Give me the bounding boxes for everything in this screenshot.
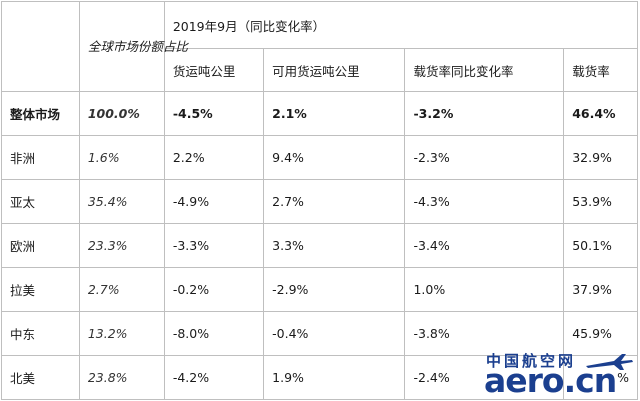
lf-cell: 37.9% — [563, 267, 638, 312]
ftk-cell: -8.0% — [163, 311, 265, 356]
share-cell: 13.2% — [78, 311, 165, 356]
share-cell: 100.0% — [78, 91, 165, 136]
share-cell: 23.8% — [78, 355, 165, 400]
table-row: 欧洲 23.3% -3.3% 3.3% -3.4% 50.1% — [1, 223, 638, 268]
region-cell: 欧洲 — [1, 223, 80, 268]
table-row: 中东 13.2% -8.0% -0.4% -3.8% 45.9% — [1, 311, 638, 356]
ftk-cell: -3.3% — [163, 223, 265, 268]
watermark-en-text: aero.cn — [484, 361, 617, 400]
watermark-cn-text: 中国航空网 — [486, 352, 577, 370]
header-row-columns: 货运吨公里 可用货运吨公里 载货率同比变化率 载货率 — [2, 48, 638, 92]
airplane-icon — [586, 354, 633, 370]
aftk-cell: 2.1% — [263, 91, 406, 136]
lf-change-cell: -2.3% — [404, 135, 565, 180]
col-header-aftk: 可用货运吨公里 — [263, 48, 406, 92]
aftk-cell: -2.9% — [263, 267, 406, 312]
share-cell: 2.7% — [78, 267, 165, 312]
col-header-lf: 载货率 — [563, 48, 638, 92]
table-row: 北美 23.8% -4.2% 1.9% -2.4% % — [1, 355, 638, 400]
lf-cell: 46.4% — [563, 91, 638, 136]
lf-cell: 50.1% — [563, 223, 638, 268]
ftk-cell: -4.5% — [163, 91, 265, 136]
ftk-cell: -0.2% — [163, 267, 265, 312]
lf-change-cell: -3.8% — [404, 311, 565, 356]
aftk-cell: 9.4% — [263, 135, 406, 180]
col-header-lf-change: 载货率同比变化率 — [404, 48, 565, 92]
table-row: 拉美 2.7% -0.2% -2.9% 1.0% 37.9% — [1, 267, 638, 312]
ftk-cell: -4.2% — [163, 355, 265, 400]
ftk-cell: 2.2% — [163, 135, 265, 180]
lf-change-cell: 1.0% — [404, 267, 565, 312]
table-row: 非洲 1.6% 2.2% 9.4% -2.3% 32.9% — [1, 135, 638, 180]
corner-cell — [1, 1, 80, 92]
region-cell: 中东 — [1, 311, 80, 356]
aftk-cell: 1.9% — [263, 355, 406, 400]
share-cell: 1.6% — [78, 135, 165, 180]
aftk-cell: -0.4% — [263, 311, 406, 356]
col-header-ftk: 货运吨公里 — [163, 48, 265, 92]
header-row-period: 全球市场份额占比 2019年9月（同比变化率） — [1, 1, 639, 92]
region-cell: 北美 — [1, 355, 80, 400]
ftk-cell: -4.9% — [163, 179, 265, 224]
region-cell: 亚太 — [1, 179, 80, 224]
lf-change-cell: -3.2% — [404, 91, 565, 136]
region-cell: 拉美 — [1, 267, 80, 312]
lf-change-cell: -2.4% — [404, 355, 565, 400]
aero-cn-watermark: 中国航空网 aero.cn — [484, 350, 636, 400]
lf-cell: 32.9% — [563, 135, 638, 180]
lf-cell: 45.9% — [563, 311, 638, 356]
share-cell: 35.4% — [78, 179, 165, 224]
lf-cell: 53.9% — [563, 179, 638, 224]
share-header: 全球市场份额占比 — [78, 1, 188, 92]
period-header: 2019年9月（同比变化率） — [163, 1, 639, 49]
table-row-total: 整体市场 100.0% -4.5% 2.1% -3.2% 46.4% — [1, 91, 638, 136]
region-cell: 非洲 — [1, 135, 80, 180]
lf-change-cell: -4.3% — [404, 179, 565, 224]
aftk-cell: 2.7% — [263, 179, 406, 224]
aftk-cell: 3.3% — [263, 223, 406, 268]
table-row: 亚太 35.4% -4.9% 2.7% -4.3% 53.9% — [1, 179, 638, 224]
share-cell: 23.3% — [78, 223, 165, 268]
region-cell: 整体市场 — [1, 91, 80, 136]
lf-change-cell: -3.4% — [404, 223, 565, 268]
